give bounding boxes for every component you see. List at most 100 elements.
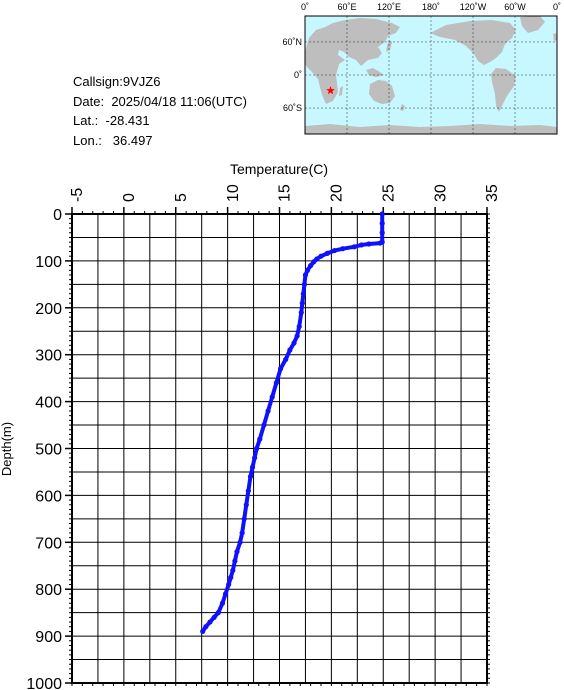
map-lon-label: 120˚W [460,2,487,12]
y-tick-label: 900 [35,629,62,646]
data-point [239,530,245,536]
x-tick-label: 0 [121,193,138,202]
callsign-label: Callsign: [73,74,123,89]
data-point [318,253,324,259]
x-tick-label: 25 [380,184,397,202]
data-point [269,394,275,400]
date-value: 2025/04/18 11:06(UTC) [111,93,247,109]
data-point [234,549,240,555]
map-lon-label: 180˚ [422,2,440,12]
data-point [265,408,271,414]
data-point [379,211,385,217]
eurasia-africa-shape [305,18,400,104]
australia-shape [369,80,395,104]
date-line: Date: 2025/04/18 11:06(UTC) [73,92,247,112]
data-point [277,366,284,372]
map-lat-label: 0˚ [294,70,302,80]
x-tick-labels: -5 0 5 10 15 20 25 30 35 [69,184,501,202]
data-point [243,502,249,508]
map-labels: 0˚ 60˚E 120˚E 180˚ 120˚W 60˚W 0˚ 60˚N 0˚ 60˚S [282,2,561,113]
lon-label: Lon.: [73,132,102,148]
chart-minor-ticks [65,207,490,686]
date-label: Date: [73,93,105,109]
new-zealand-shape [400,104,405,111]
y-tick-label: 100 [35,254,62,271]
data-point [340,246,346,252]
data-point [379,230,385,236]
data-point [200,628,206,635]
data-point [203,624,209,630]
data-point [299,300,305,306]
data-point [249,464,256,470]
data-point [230,567,236,574]
madagascar-shape [339,86,343,96]
data-point [257,436,263,442]
map-frame [304,15,558,135]
data-point [301,281,307,287]
series-temperature [200,211,385,635]
x-tick-label: 10 [225,184,242,202]
lon-value: 36.497 [112,132,153,148]
data-point [298,309,304,316]
south-america-shape [491,68,516,112]
data-point [304,267,311,273]
data-point [247,474,254,480]
map-marker [326,86,335,95]
y-tick-label: 800 [35,582,62,599]
y-tick-label: 500 [35,442,62,459]
data-point [228,574,234,581]
data-point [308,262,314,269]
data-point [294,333,300,339]
x-axis-label: Temperature(C) [230,161,328,177]
map-lon-label: 60˚E [337,2,356,12]
data-point [273,380,279,386]
plot-frame [71,213,488,684]
data-point [245,488,251,494]
data-point [237,539,243,545]
data-point [351,244,357,250]
y-tick-label: 400 [35,395,62,412]
uk-shape [553,33,557,41]
map-lat-label: 60˚S [283,103,302,113]
lon-line: Lon.: 36.497 [73,131,247,151]
y-tick-label: 200 [35,301,62,318]
callsign-value: 9VJZ6 [122,74,161,89]
lat-value: -28.431 [105,113,150,128]
north-america-shape [430,20,516,65]
data-point [211,614,217,620]
data-point [252,455,258,461]
map-graticule [305,16,557,134]
x-tick-label: 30 [432,184,449,202]
data-point [379,220,385,226]
data-point [222,591,229,597]
data-point [331,247,338,254]
lat-label: Lat.: [73,113,99,128]
x-tick-label: 35 [484,184,501,202]
data-point [366,241,372,247]
data-point [358,242,365,248]
data-point [377,240,383,246]
y-tick-label: 700 [35,535,62,552]
y-tick-label: 300 [35,348,62,365]
data-point [261,422,267,428]
data-point [207,619,213,625]
data-point [226,581,232,588]
location-star-icon [326,86,335,95]
data-point [283,356,289,362]
sea-islands-shape [366,68,384,77]
y-tick-labels: 0 100 200 300 400 500 600 700 800 900 1000 [26,207,62,690]
x-tick-label: 20 [329,184,346,202]
greenland-shape [520,16,545,33]
series-line [200,212,385,634]
x-tick-label: 15 [277,184,294,202]
map-lon-label: 0˚ [301,2,309,12]
data-point [254,445,260,452]
data-point [215,610,221,616]
chart-grid [71,213,488,684]
station-info: Callsign:9VJZ6 Date: 2025/04/18 11:06(UT… [73,72,247,150]
lat-line: Lat.: -28.431 [73,111,247,131]
y-tick-label: 1000 [26,676,62,690]
data-point [219,600,226,606]
